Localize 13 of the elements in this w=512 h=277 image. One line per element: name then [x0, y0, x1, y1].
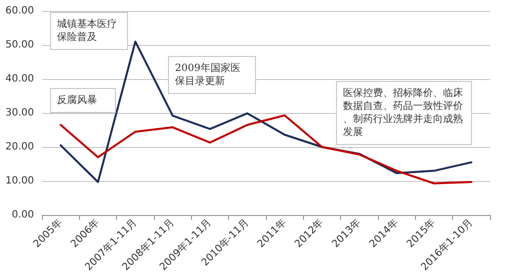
y-tick-label: 0.00: [12, 210, 34, 220]
line-series: [60, 114, 472, 184]
y-tick-label: 20.00: [5, 142, 34, 152]
y-tick-label: 10.00: [5, 176, 34, 186]
y-tick-label: 40.00: [5, 74, 34, 84]
y-tick-label: 50.00: [5, 40, 34, 50]
line-series: [60, 40, 472, 184]
annotation: 城镇基本医疗保险普及: [56, 18, 117, 43]
annotation: 反腐风暴: [57, 94, 97, 106]
y-tick-label: 60.00: [5, 6, 34, 16]
annotation: 2009年国家医保目录更新: [175, 62, 240, 87]
y-tick-label: 30.00: [5, 108, 34, 118]
annotation: 医保控费、招标降价、临床数据自查、药品一致性评价、制药行业洗牌并走向成熟发展: [343, 87, 463, 138]
